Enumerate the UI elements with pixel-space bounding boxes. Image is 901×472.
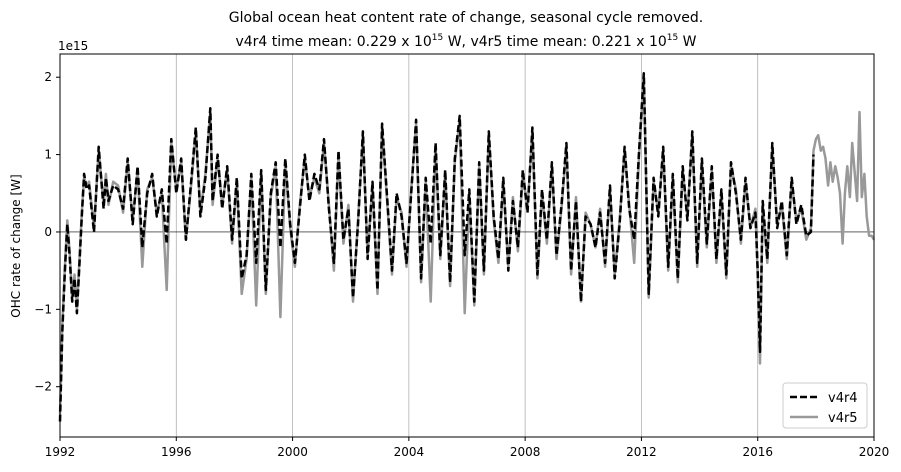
plot-frame xyxy=(59,53,875,438)
y-ticks: −2 −1 0 1 2 xyxy=(34,70,60,394)
y-tick-label: 1 xyxy=(44,148,52,162)
x-tick-label: 2004 xyxy=(394,445,425,459)
x-tick-label: 2012 xyxy=(626,445,657,459)
legend-label-v4r4: v4r4 xyxy=(828,391,858,406)
y-tick-label: 2 xyxy=(44,70,52,84)
y-offset-label: 1e15 xyxy=(58,39,88,53)
x-tick-label: 2016 xyxy=(742,445,773,459)
x-tick-label: 2008 xyxy=(510,445,541,459)
y-tick-label: 0 xyxy=(44,225,52,239)
title-exponent-2: 15 xyxy=(667,33,678,43)
legend: v4r4 v4r5 xyxy=(782,382,868,429)
x-tick-label: 2000 xyxy=(277,445,308,459)
x-tick-label: 1992 xyxy=(45,445,76,459)
y-axis-label: OHC rate of change [W] xyxy=(9,174,23,317)
title-exponent-1: 15 xyxy=(432,33,443,43)
chart-title-line2: v4r4 time mean: 0.229 x 1015 W, v4r5 tim… xyxy=(235,33,696,50)
x-tick-label: 2020 xyxy=(859,445,890,459)
legend-label-v4r5: v4r5 xyxy=(828,411,858,426)
axes-layer xyxy=(59,53,875,438)
chart-title-line1: Global ocean heat content rate of change… xyxy=(229,10,703,26)
x-tick-label: 1996 xyxy=(161,445,192,459)
x-ticks: 1992 1996 2000 2004 2008 2012 2016 2020 xyxy=(45,437,890,459)
y-tick-label: −2 xyxy=(34,380,52,394)
series-line-v4r4 xyxy=(58,72,815,422)
y-tick-label: −1 xyxy=(34,302,52,316)
series-layer xyxy=(58,72,876,422)
